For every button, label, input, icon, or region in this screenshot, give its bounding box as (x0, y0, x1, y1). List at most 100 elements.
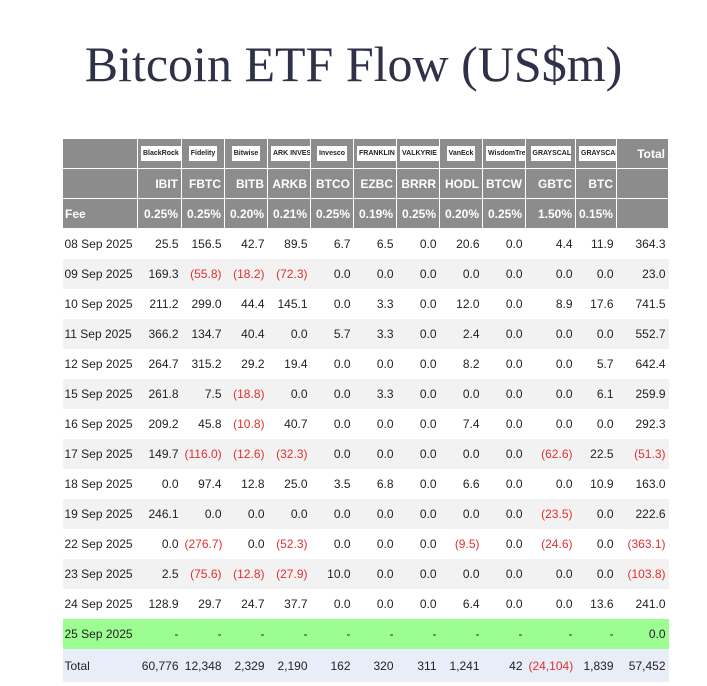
data-row: 10 Sep 2025 211.2 299.0 44.4 145.1 0.0 3.3 0.0 1… (63, 289, 669, 319)
fee-label: Fee (62, 198, 138, 229)
flow-value: 0.0 (616, 619, 669, 649)
flow-value: 37.7 (284, 597, 308, 611)
total-row: Total 60,776 12,348 2,329 2,190 162 320 311 1,24… (62, 649, 669, 682)
logo-cell: Bitwise (224, 138, 268, 169)
flow-value: 264.7 (148, 357, 179, 371)
flow-value: 0.0 (161, 537, 179, 551)
flow-value: (363.1) (627, 537, 666, 551)
flow-value: 0.0 (353, 559, 397, 589)
total-label: Total (62, 649, 138, 682)
fee: 0.25% (181, 198, 225, 229)
issuer-logo: VALKYRIE (400, 146, 439, 162)
flow-value: 0.0 (353, 439, 397, 469)
fee: 0.15% (575, 198, 617, 229)
date: 18 Sep 2025 (64, 477, 133, 491)
flow-value: 2.4 (439, 319, 483, 349)
flow-value: 6.1 (575, 379, 617, 409)
ticker: BTC (575, 168, 617, 199)
flow-value: 0.0 (505, 297, 523, 311)
flow-value: 0.0 (267, 379, 311, 409)
flow-value: - (482, 619, 526, 649)
data-row: 15 Sep 2025 261.8 7.5 (18.8) 0.0 0.0 3.3 0.0 0.0… (62, 379, 669, 409)
flow-value: 0.0 (525, 559, 576, 589)
issuer-logo: VanEck (446, 146, 476, 162)
ticker: HODL (439, 168, 483, 199)
flow-value: 0.0 (376, 537, 394, 551)
flow-value: 6.5 (376, 237, 394, 251)
flow-value: 364.3 (635, 237, 666, 251)
flow-value: - (310, 619, 354, 649)
flow-value: - (353, 619, 397, 649)
flow-value: (12.6) (224, 439, 268, 469)
flow-value: (12.8) (224, 559, 268, 589)
data-row: 18 Sep 2025 0.0 97.4 12.8 25.0 3.5 6.8 0.0 6.6 0.… (63, 469, 669, 499)
flow-value: 741.5 (635, 297, 666, 311)
flow-value: 19.4 (284, 357, 308, 371)
flow-value: 4.4 (555, 237, 573, 251)
data-row: 24 Sep 2025 128.9 29.7 24.7 37.7 0.0 0.0 0.0 6.4… (63, 589, 669, 619)
flow-value: 20.6 (456, 237, 480, 251)
logo-row: BlackRock Fidelity Bitwise ARK INVEST Invesc… (62, 138, 669, 169)
date: 08 Sep 2025 (64, 237, 133, 251)
flow-value: - (181, 619, 225, 649)
flow-value: 0.0 (396, 559, 440, 589)
total-value: 311 (396, 649, 440, 682)
data-row: 11 Sep 2025 366.2 134.7 40.4 0.0 5.7 3.3 0.0 2.4… (62, 319, 669, 349)
total-value: 2,190 (267, 649, 311, 682)
flow-value: 0.0 (376, 357, 394, 371)
flow-value: 25.0 (284, 477, 308, 491)
flow-value: 0.0 (575, 559, 617, 589)
flow-value: 0.0 (333, 597, 351, 611)
data-row: 09 Sep 2025 169.3 (55.8) (18.2) (72.3) 0.0 0.0… (62, 259, 669, 289)
flow-value: 0.0 (482, 259, 526, 289)
flow-value: (51.3) (616, 439, 669, 469)
flow-value: 134.7 (181, 319, 225, 349)
data-row: 22 Sep 2025 0.0 (276.7) 0.0 (52.3) 0.0 0.0 0.0 (… (63, 529, 669, 559)
flow-value: 0.0 (267, 499, 311, 529)
flow-value: 0.0 (439, 559, 483, 589)
flow-value: 145.1 (277, 297, 308, 311)
total-value: 162 (310, 649, 354, 682)
date: 19 Sep 2025 (62, 499, 138, 529)
flow-value: 0.0 (333, 417, 351, 431)
logo-cell: Invesco (310, 138, 354, 169)
flow-value: (24.6) (541, 537, 573, 551)
flow-value: 0.0 (419, 597, 437, 611)
flow-value: 0.0 (439, 439, 483, 469)
total-value: 57,452 (616, 649, 669, 682)
flow-value: 0.0 (505, 417, 523, 431)
ticker: GBTC (525, 168, 576, 199)
fee: 0.25% (396, 198, 440, 229)
date: 22 Sep 2025 (64, 537, 133, 551)
flow-value: 0.0 (247, 537, 265, 551)
total-value: (24,104) (525, 649, 576, 682)
fee: 0.21% (267, 198, 311, 229)
flow-value: 0.0 (333, 537, 351, 551)
flow-value: - (575, 619, 617, 649)
flow-value: 246.1 (137, 499, 182, 529)
flow-value: 10.9 (590, 477, 614, 491)
flow-value: 0.0 (419, 537, 437, 551)
flow-value: 0.0 (353, 499, 397, 529)
flow-value: 0.0 (310, 439, 354, 469)
flow-value: 0.0 (419, 477, 437, 491)
flow-value: 0.0 (482, 379, 526, 409)
fee: 0.25% (482, 198, 526, 229)
flow-value: 0.0 (596, 417, 614, 431)
total-value: 2,329 (224, 649, 268, 682)
flow-value: 40.4 (224, 319, 268, 349)
flow-value: 0.0 (333, 297, 351, 311)
flow-value: (32.3) (267, 439, 311, 469)
flow-value: 0.0 (310, 379, 354, 409)
flow-value: 0.0 (224, 499, 268, 529)
flow-value: 12.0 (456, 297, 480, 311)
flow-value: 0.0 (505, 357, 523, 371)
flow-value: - (224, 619, 268, 649)
date: 16 Sep 2025 (64, 417, 133, 431)
flow-value: 0.0 (555, 597, 573, 611)
flow-value: 44.4 (241, 297, 265, 311)
date: 09 Sep 2025 (62, 259, 138, 289)
total-value: 320 (353, 649, 397, 682)
flow-value: 5.7 (596, 357, 614, 371)
